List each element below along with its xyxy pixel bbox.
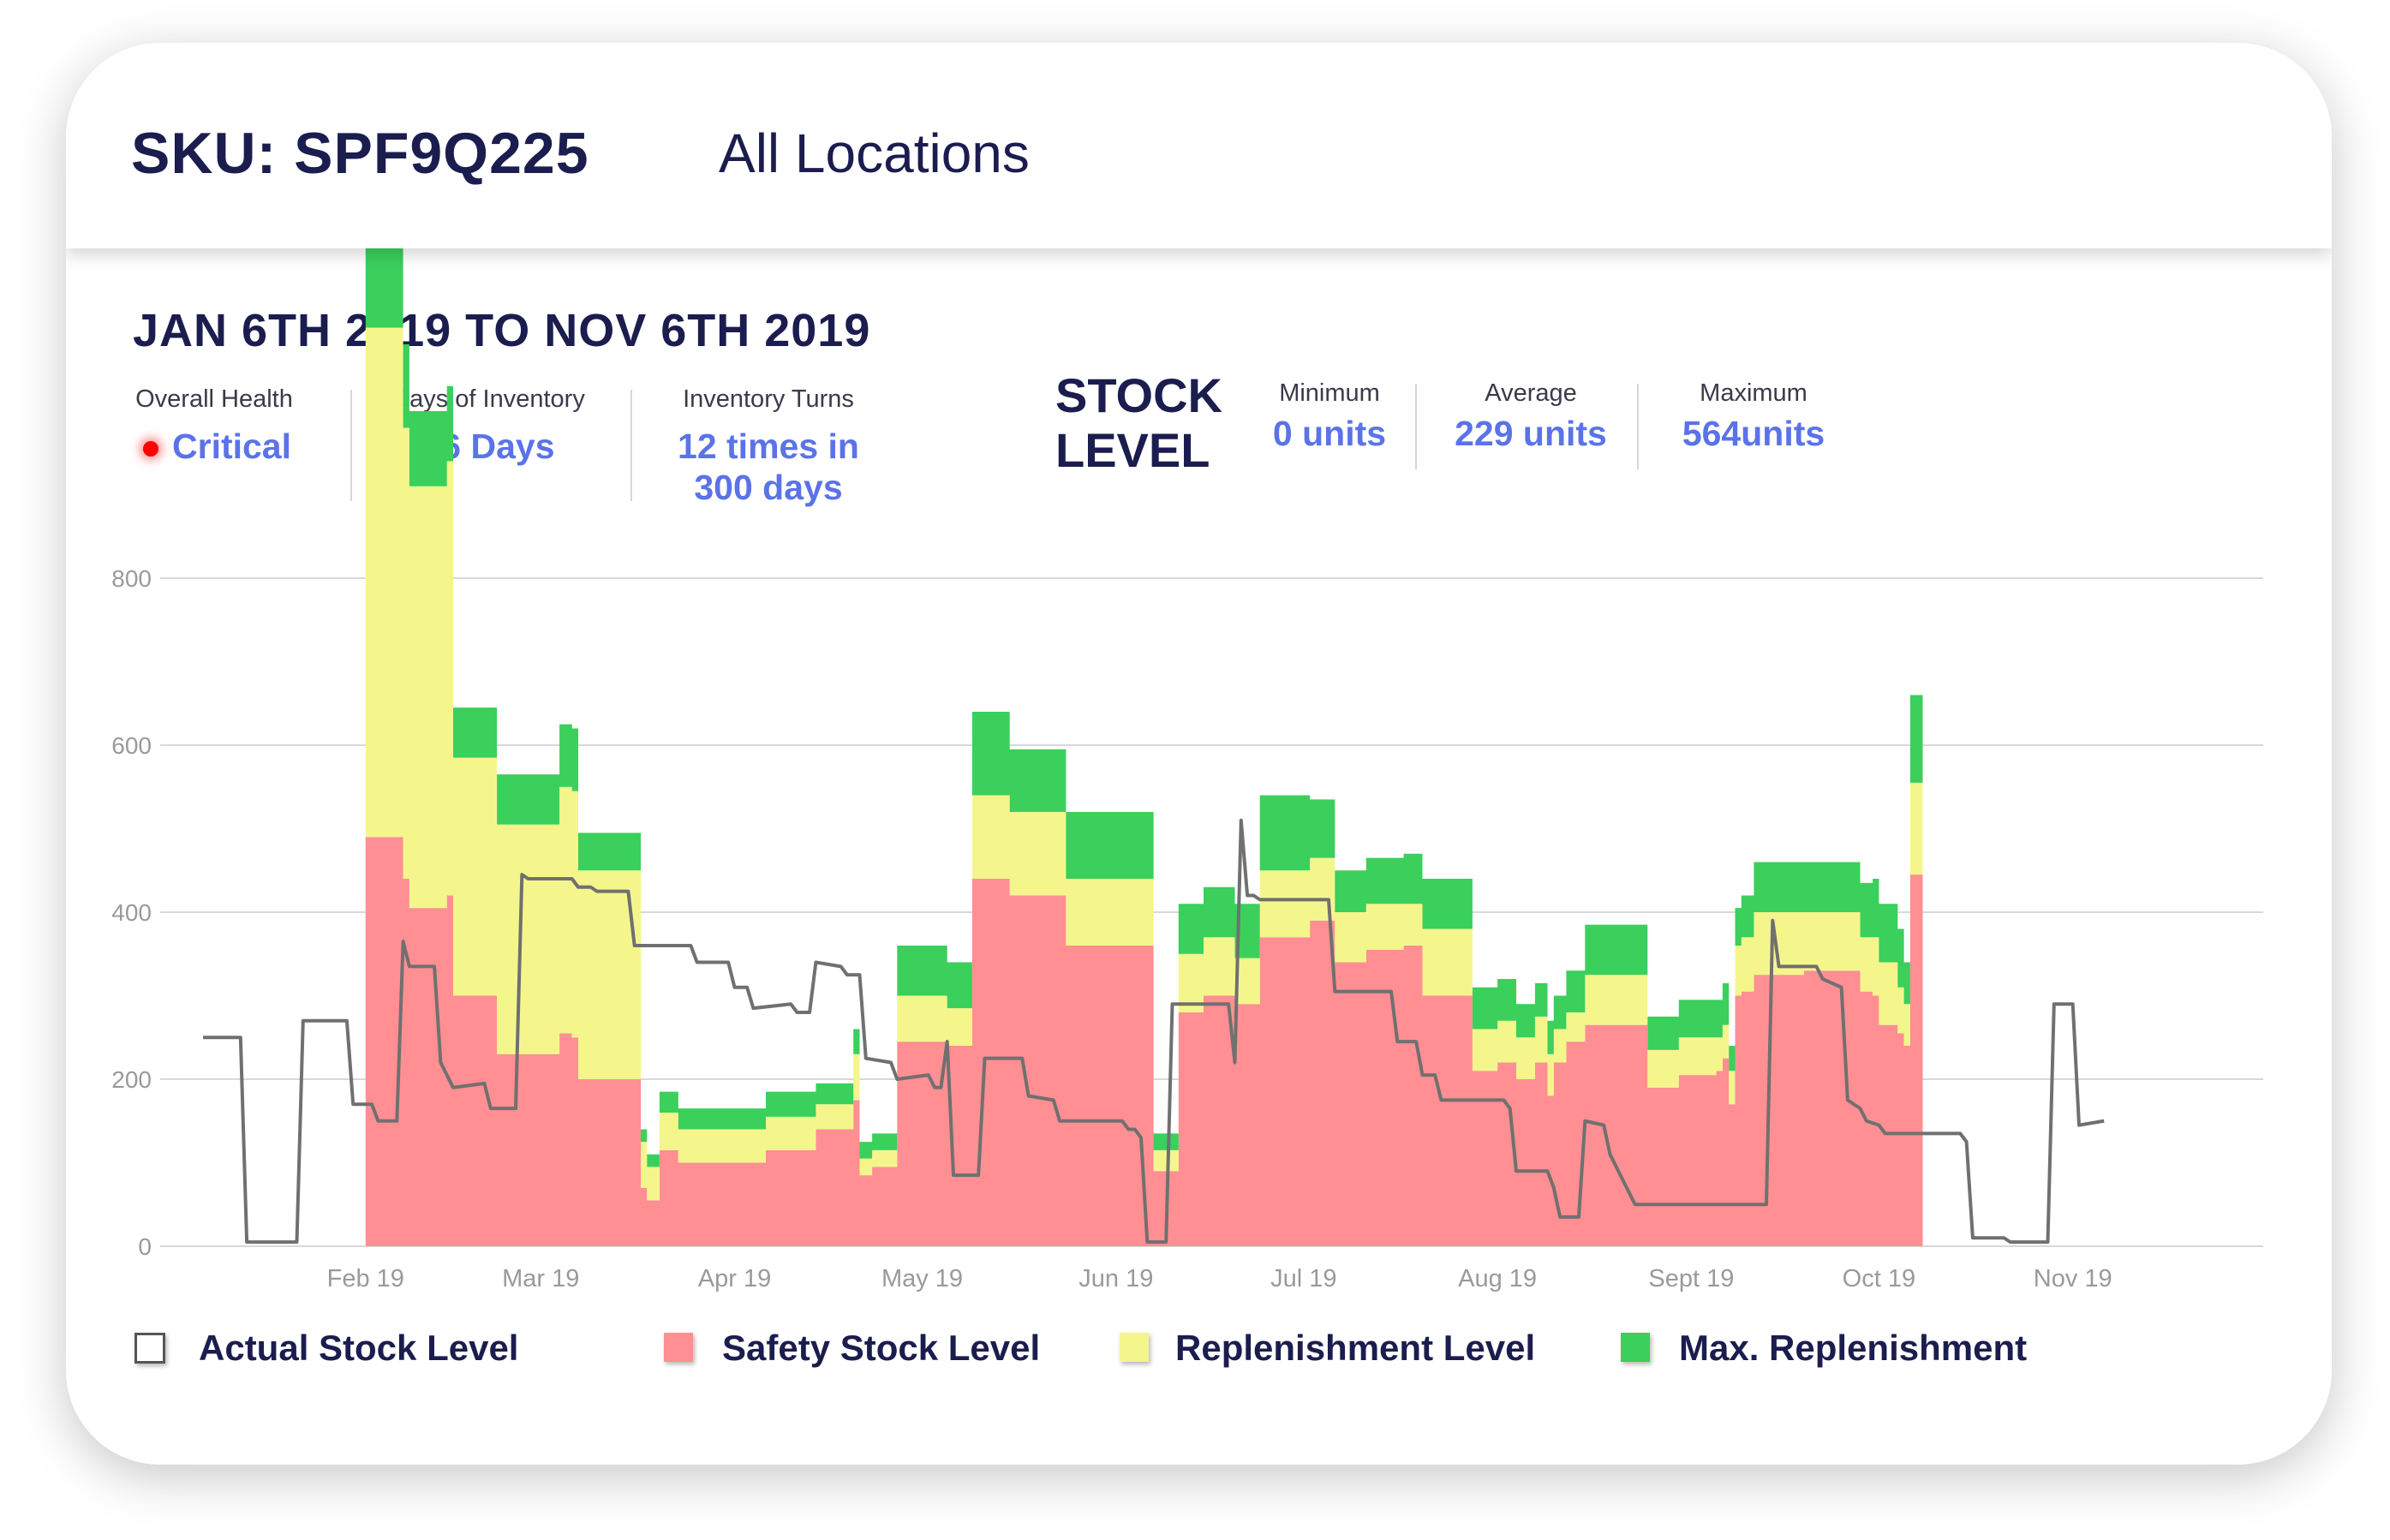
chart-axes: 0 200 400 600 800 Feb 19 Mar 19 Apr 19 May 19 Jun… xyxy=(111,565,2112,1292)
y-tick-label: 0 xyxy=(138,1233,152,1260)
area-series-0 xyxy=(365,837,1923,1246)
stock-maximum-label: Maximum xyxy=(1700,379,1807,407)
date-range: JAN 6TH 2019 TO NOV 6TH 2019 xyxy=(133,305,871,356)
x-tick-label: Aug 19 xyxy=(1458,1265,1537,1292)
stock-average-label: Average xyxy=(1485,379,1577,407)
stock-minimum-label: Minimum xyxy=(1279,379,1380,407)
inventory-turns-label: Inventory Turns xyxy=(683,385,854,413)
stock-minimum: Minimum 0 units xyxy=(1261,379,1398,454)
x-tick-label: Nov 19 xyxy=(2034,1265,2112,1292)
location-label: All Locations xyxy=(719,122,1030,184)
x-tick-label: Jun 19 xyxy=(1078,1265,1153,1292)
metric-divider xyxy=(630,390,632,501)
stock-divider xyxy=(1637,384,1639,469)
legend-swatch-safety-icon xyxy=(664,1333,693,1362)
legend-swatch-actual-icon xyxy=(134,1333,165,1364)
metric-overall-health: Overall Health Critical xyxy=(133,385,296,467)
legend-swatch-max-replenishment-icon xyxy=(1621,1333,1650,1362)
inventory-turns-line2: 300 days xyxy=(694,468,843,507)
x-tick-label: Jul 19 xyxy=(1270,1265,1336,1292)
legend-label-actual: Actual Stock Level xyxy=(199,1328,519,1368)
stock-minimum-value: 0 units xyxy=(1272,414,1387,453)
actual-stock-line xyxy=(203,818,2105,1245)
inventory-turns-line1: 12 times in xyxy=(678,427,859,466)
y-tick-label: 800 xyxy=(111,565,152,592)
chart-areas xyxy=(365,227,1923,1246)
legend-label-replenishment: Replenishment Level xyxy=(1175,1328,1536,1368)
x-tick-label: Feb 19 xyxy=(327,1265,404,1292)
sku-title: SKU: SPF9Q225 xyxy=(131,121,589,186)
legend-label-max-replenishment: Max. Replenishment xyxy=(1679,1328,2028,1368)
card-header: SKU: SPF9Q225 All Locations xyxy=(66,43,2332,248)
metric-divider xyxy=(350,390,352,501)
overall-health-status: Critical xyxy=(172,427,291,466)
stock-chart: 0 200 400 600 800 Feb 19 Mar 19 Apr 19 May 19 Jun… xyxy=(111,227,2263,1292)
stock-card: SKU: SPF9Q225 All Locations JAN 6TH 2019… xyxy=(66,43,2332,1465)
stock-level-title: STOCK LEVEL xyxy=(1055,368,1222,478)
y-tick-label: 200 xyxy=(111,1066,152,1093)
overall-health-label: Overall Health xyxy=(135,385,293,413)
legend-swatch-replenishment-icon xyxy=(1120,1333,1149,1362)
critical-status-dot-icon xyxy=(143,441,158,457)
x-tick-label: Mar 19 xyxy=(502,1265,579,1292)
stock-maximum-value: 564units xyxy=(1682,414,1825,453)
x-tick-label: Apr 19 xyxy=(698,1265,771,1292)
chart-line xyxy=(203,818,2105,1245)
x-tick-label: Sept 19 xyxy=(1648,1265,1734,1292)
days-of-inventory-label: Days of Inventory xyxy=(391,385,585,413)
x-tick-label: May 19 xyxy=(881,1265,963,1292)
y-tick-label: 600 xyxy=(111,732,152,759)
x-tick-label: Oct 19 xyxy=(1843,1265,1915,1292)
stock-maximum: Maximum 564units xyxy=(1655,379,1852,454)
stock-level-title-line2: LEVEL xyxy=(1055,423,1210,477)
y-tick-label: 400 xyxy=(111,899,152,926)
overall-health-value: Critical xyxy=(133,426,296,467)
stock-divider xyxy=(1415,384,1417,469)
stock-level-title-line1: STOCK xyxy=(1055,368,1222,422)
stock-average: Average 229 units xyxy=(1432,379,1629,454)
stock-average-value: 229 units xyxy=(1455,414,1607,453)
inventory-turns-value: 12 times in 300 days xyxy=(657,426,880,508)
metric-inventory-turns: Inventory Turns 12 times in 300 days xyxy=(657,385,880,508)
legend-label-safety: Safety Stock Level xyxy=(722,1328,1041,1368)
